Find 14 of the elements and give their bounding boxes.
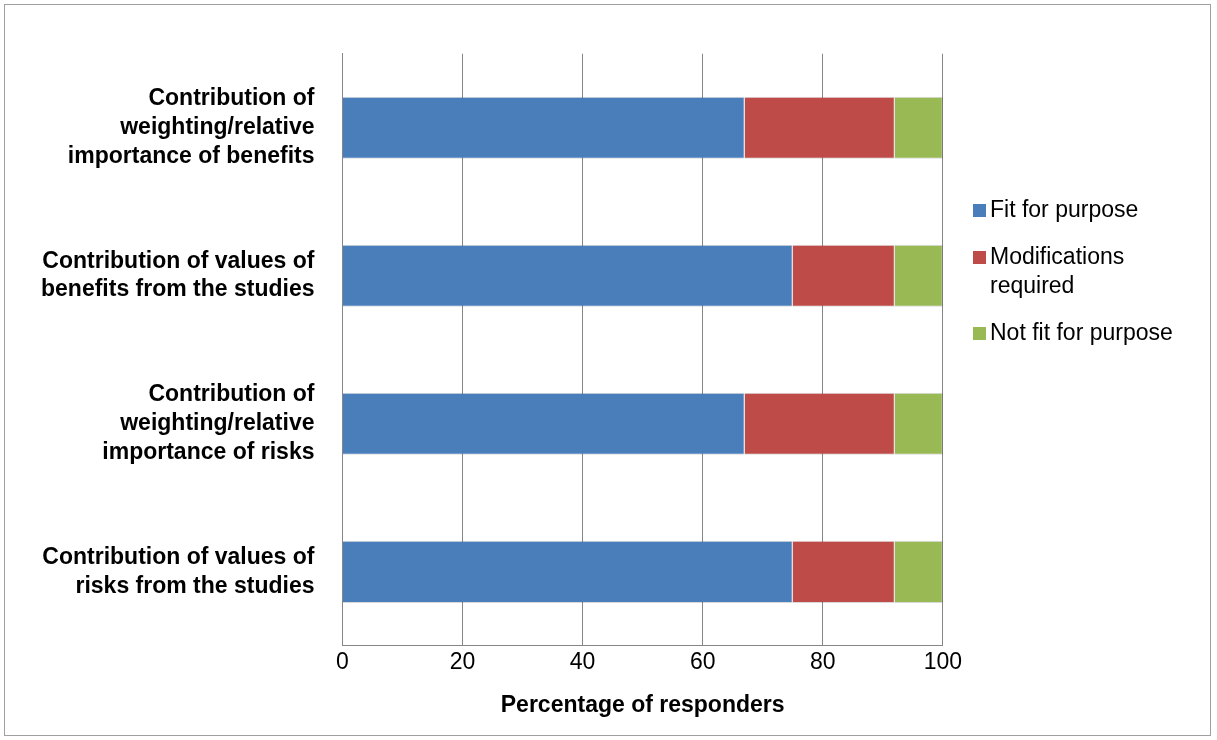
legend-label: Not fit for purpose — [990, 318, 1173, 347]
legend-label: Modifications required — [990, 242, 1126, 300]
x-axis-title: Percentage of responders — [500, 690, 785, 717]
y-tick-label: Contribution of weighting/relative importance of risks — [102, 380, 315, 464]
x-tick-label: 40 — [569, 647, 596, 674]
x-tick-label: 0 — [336, 647, 349, 674]
x-tick-label: 60 — [689, 647, 716, 674]
x-tick-label: 100 — [923, 647, 962, 674]
y-tick-label: Contribution of weighting/relative importance of benefits — [67, 84, 315, 168]
x-tick-label: 20 — [449, 647, 476, 674]
y-tick-label: Contribution of values of risks from the studies — [42, 542, 315, 598]
x-tick-label: 80 — [809, 647, 836, 674]
legend-label: Fit for purpose — [990, 195, 1139, 224]
y-tick-label: Contribution of values of benefits from the studies — [41, 246, 315, 302]
